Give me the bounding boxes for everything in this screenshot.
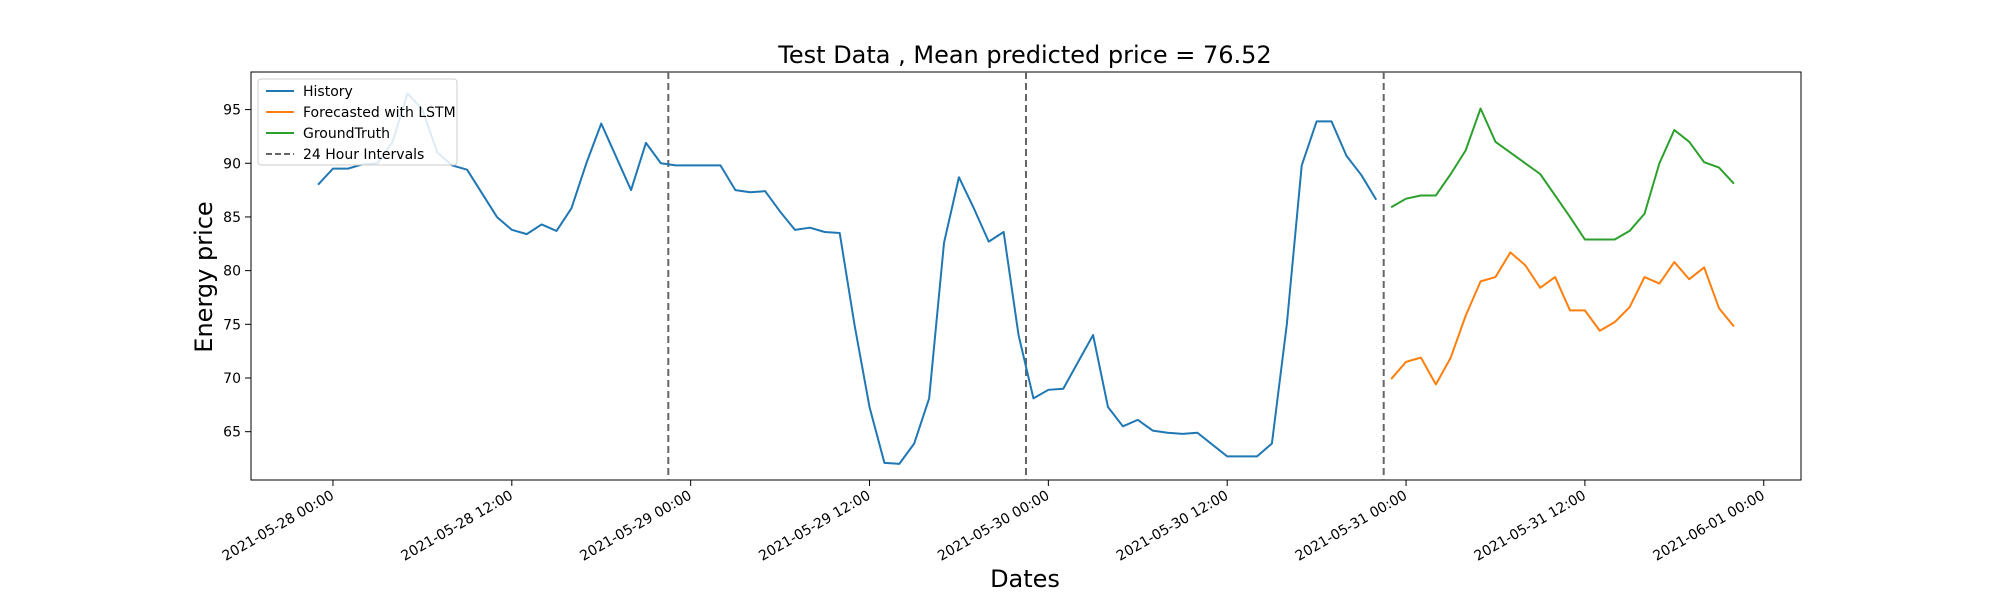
x-tick-label: 2021-05-29 12:00	[756, 488, 873, 565]
series-line-history	[317, 92, 1378, 465]
x-tick-label: 2021-05-31 00:00	[1293, 488, 1410, 565]
legend-box	[257, 78, 458, 166]
y-tick-label: 75	[223, 317, 241, 333]
series-line-groundtruth	[1390, 107, 1735, 241]
legend-label: Forecasted with LSTM	[303, 105, 456, 121]
legend-label: 24 Hour Intervals	[303, 147, 424, 163]
y-tick-label: 90	[223, 156, 241, 172]
x-tick-label: 2021-06-01 00:00	[1650, 488, 1767, 565]
y-tick-label: 65	[223, 425, 241, 441]
x-tick-label: 2021-05-30 00:00	[935, 488, 1052, 565]
x-tick-label: 2021-05-28 00:00	[220, 488, 337, 565]
y-tick-label: 85	[223, 210, 241, 226]
x-tick-label: 2021-05-30 12:00	[1114, 488, 1231, 565]
y-axis: 65 70 75 80 85 90 95	[223, 103, 251, 441]
x-tick-label: 2021-05-31 12:00	[1472, 488, 1589, 565]
y-tick-label: 95	[223, 103, 241, 119]
x-tick-label: 2021-05-28 12:00	[399, 488, 516, 565]
y-tick-label: 80	[223, 264, 241, 280]
y-tick-label: 70	[223, 371, 241, 387]
series-line-forecasted-with-lstm	[1390, 251, 1735, 386]
legend-label: GroundTruth	[303, 126, 390, 142]
legend: History Forecasted with LSTM GroundTruth 24…	[257, 78, 458, 166]
plot-area	[250, 71, 1802, 481]
y-axis-label: Energy price	[190, 201, 218, 352]
x-axis: 2021-05-28 00:00 2021-05-28 12:00 2021-05-…	[220, 480, 1768, 565]
x-tick-label: 2021-05-29 00:00	[577, 488, 694, 565]
chart-title: Test Data , Mean predicted price = 76.52	[777, 41, 1271, 69]
legend-label: History	[303, 84, 353, 100]
x-axis-label: Dates	[990, 565, 1060, 593]
